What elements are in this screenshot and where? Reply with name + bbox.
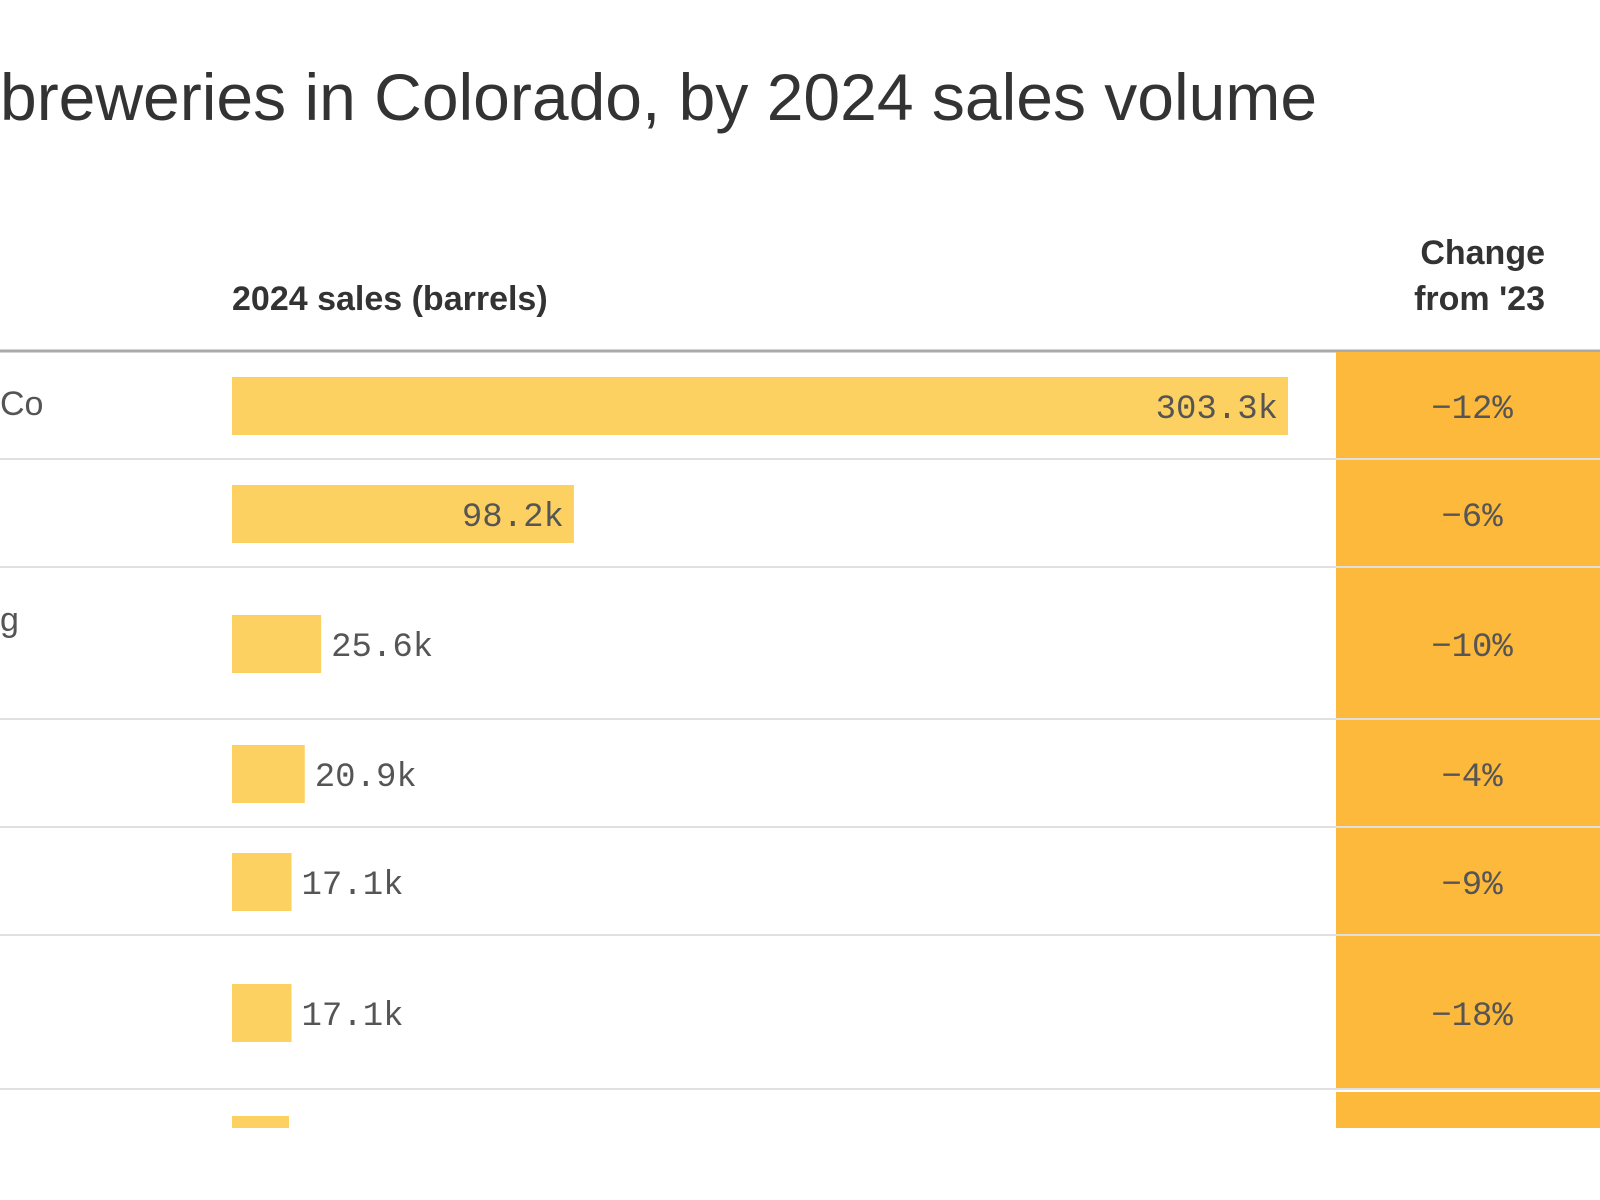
change-cell [1336, 460, 1600, 566]
change-label: −10% [1431, 629, 1513, 667]
bar [232, 745, 305, 803]
change-cell [1336, 828, 1600, 934]
change-label: −18% [1431, 998, 1513, 1036]
partial-row-change [1336, 1092, 1600, 1128]
bar [232, 377, 1288, 435]
bar [232, 984, 292, 1042]
value-label: 17.1k [302, 998, 404, 1036]
bar [232, 615, 322, 673]
change-cell [1336, 720, 1600, 826]
change-cell [1336, 568, 1600, 718]
chart-title: breweries in Colorado, by 2024 sales vol… [0, 60, 1317, 134]
bar [232, 485, 574, 543]
value-label: 98.2k [462, 499, 564, 537]
value-label: 17.1k [302, 867, 404, 905]
partial-row-bar [232, 1116, 289, 1128]
row-label: g [0, 601, 19, 639]
bar [232, 853, 292, 911]
value-label: 20.9k [315, 759, 417, 797]
change-cell [1336, 352, 1600, 458]
change-cell [1336, 936, 1600, 1088]
row-label: Co [0, 385, 43, 423]
value-label: 303.3k [1156, 391, 1278, 429]
change-label: −6% [1441, 499, 1503, 537]
change-label: −9% [1441, 867, 1503, 905]
value-label: 25.6k [331, 629, 433, 667]
value-header: 2024 sales (barrels) [232, 280, 548, 318]
change-label: −12% [1431, 391, 1513, 429]
change-label: −4% [1441, 759, 1503, 797]
change-header: Change from '23 [1414, 234, 1545, 318]
